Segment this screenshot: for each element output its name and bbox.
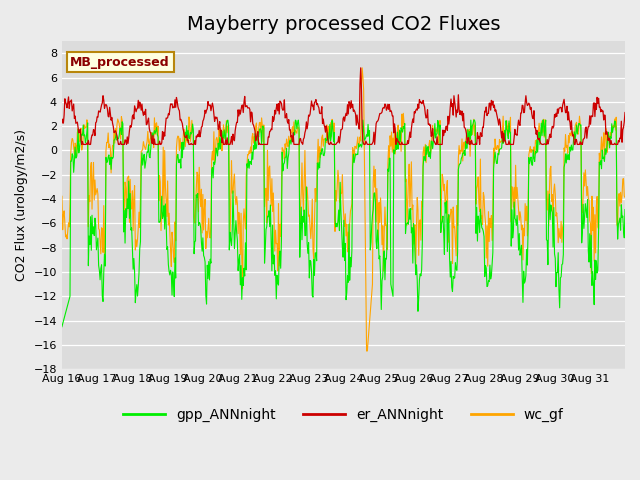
Title: Mayberry processed CO2 Fluxes: Mayberry processed CO2 Fluxes	[187, 15, 500, 34]
Y-axis label: CO2 Flux (urology/m2/s): CO2 Flux (urology/m2/s)	[15, 129, 28, 281]
Legend: gpp_ANNnight, er_ANNnight, wc_gf: gpp_ANNnight, er_ANNnight, wc_gf	[118, 403, 570, 428]
Text: MB_processed: MB_processed	[70, 56, 170, 69]
